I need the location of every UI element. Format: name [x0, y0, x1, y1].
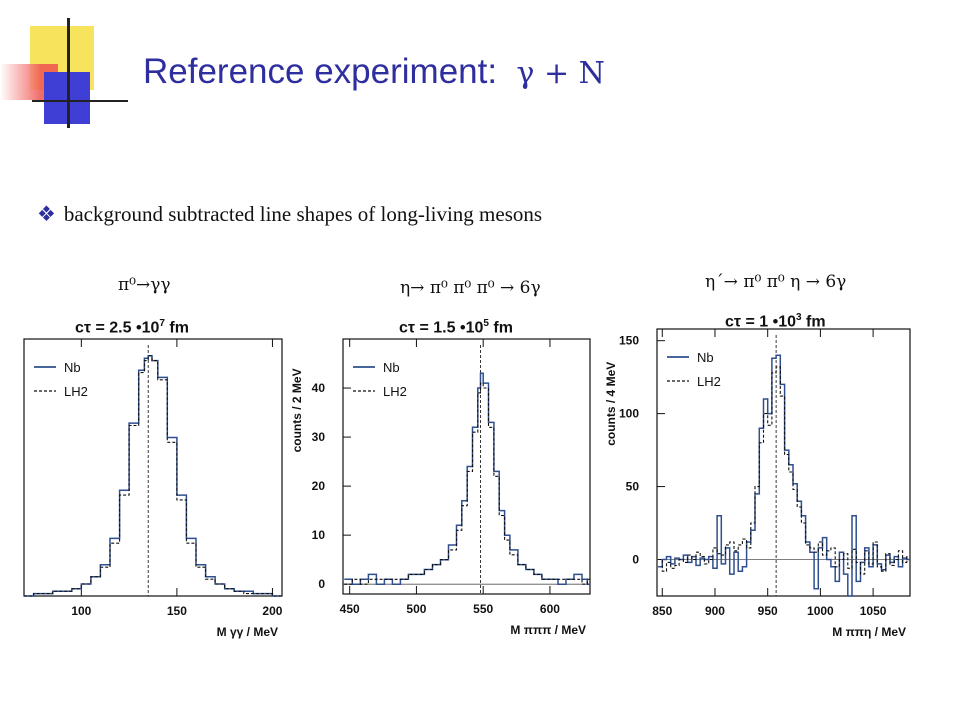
x-tick-label: 200 [262, 604, 282, 618]
slide-title-symbol: γ + N [516, 56, 605, 91]
legend-nb-label: Nb [383, 360, 400, 375]
bullet-line: ❖ background subtracted line shapes of lo… [37, 202, 542, 227]
legend-lh2-label: LH2 [64, 384, 88, 399]
legend-nb-label: Nb [697, 350, 714, 365]
y-tick-label: 150 [619, 334, 639, 348]
deco-vertical-line [67, 18, 70, 128]
series-lh2 [24, 355, 282, 597]
ctau-exp-3: 3 [796, 312, 802, 323]
ctau-exp-2: 5 [483, 318, 489, 329]
decay-label-1: π⁰→γγ [118, 275, 171, 295]
x-tick-label: 850 [652, 604, 672, 618]
ctau-prefix-1: cτ = 2.5 •10 [75, 319, 160, 337]
ctau-prefix-2: cτ = 1.5 •10 [399, 319, 484, 337]
deco-horizontal-line [32, 100, 128, 102]
bullet-text: background subtracted line shapes of lon… [63, 202, 543, 226]
y-axis-label: counts / 4 MeV [604, 362, 618, 446]
y-tick-label: 10 [312, 528, 326, 542]
x-tick-label: 150 [167, 604, 187, 618]
slide-title: Reference experiment: γ + N [143, 52, 605, 92]
x-tick-label: 100 [71, 604, 91, 618]
y-tick-label: 20 [312, 479, 326, 493]
x-tick-label: 950 [758, 604, 778, 618]
series-lh2 [344, 382, 590, 585]
ctau-suffix-2: fm [488, 319, 513, 337]
x-tick-label: 550 [473, 602, 493, 616]
y-tick-label: 30 [312, 430, 326, 444]
decay-label-3: η´→ π⁰ π⁰ η → 6γ [705, 272, 847, 292]
ctau-exp-1: 7 [159, 318, 165, 329]
chart-eta: 450 500 550 600 0 10 20 30 40 Nb LH2 M πππ / MeV cou… [290, 338, 591, 637]
x-tick-label: 1050 [860, 604, 887, 618]
ctau-suffix-1: fm [164, 319, 189, 337]
ctau-prefix-3: cτ = 1 •10 [725, 313, 797, 331]
x-tick-label: 600 [540, 602, 560, 616]
y-tick-label: 100 [619, 407, 639, 421]
ctau-suffix-3: fm [801, 313, 826, 331]
x-tick-label: 1000 [807, 604, 834, 618]
series-nb [344, 372, 590, 585]
legend-lh2-label: LH2 [697, 374, 721, 389]
ctau-label-3: cτ = 1 •103 fm [725, 312, 826, 331]
ctau-label-2: cτ = 1.5 •105 fm [399, 318, 513, 337]
chart-etaprime: 850 900 950 1000 1050 0 50 100 150 Nb LH2 M ππη / M… [604, 328, 911, 639]
series-nb [24, 355, 282, 597]
y-tick-label: 0 [632, 553, 639, 567]
bullet-diamond-icon: ❖ [37, 202, 56, 226]
ctau-label-1: cτ = 2.5 •107 fm [75, 318, 189, 337]
x-tick-label: 450 [340, 602, 360, 616]
decay-label-2: η→ π⁰ π⁰ π⁰ → 6γ [400, 278, 541, 298]
y-axis-label: counts / 2 MeV [290, 368, 304, 452]
x-axis-label: M γγ / MeV [217, 625, 278, 639]
slide-title-text: Reference experiment: [143, 52, 498, 91]
y-tick-label: 0 [318, 577, 325, 591]
legend-nb-label: Nb [64, 360, 81, 375]
x-tick-label: 500 [406, 602, 426, 616]
y-tick-label: 50 [626, 480, 640, 494]
series-lh2 [658, 366, 910, 575]
legend-lh2-label: LH2 [383, 384, 407, 399]
chart-pi0: 100 150 200 Nb LH2 M γγ / MeV [23, 338, 283, 639]
x-tick-label: 900 [705, 604, 725, 618]
y-tick-label: 40 [312, 381, 326, 395]
plot-frame [656, 328, 911, 597]
x-axis-label: M ππη / MeV [832, 625, 906, 639]
plot-frame [23, 338, 283, 597]
x-axis-label: M πππ / MeV [510, 623, 586, 637]
plot-frame [342, 338, 591, 595]
